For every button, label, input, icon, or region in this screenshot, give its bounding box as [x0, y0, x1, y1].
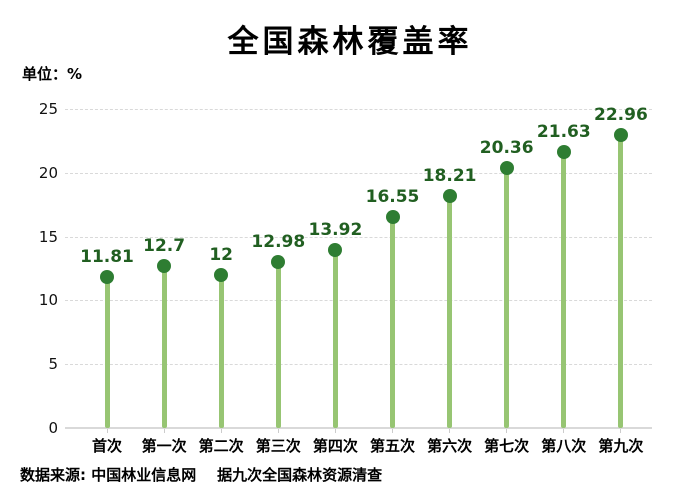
page-title: 全国森林覆盖率: [227, 24, 473, 60]
y-axis-tick-label: 10: [38, 291, 58, 310]
data-label: 13.92: [308, 220, 363, 241]
x-axis-line: [65, 427, 652, 429]
lollipop-dot: [214, 267, 229, 282]
x-axis-tick: [563, 429, 565, 433]
data-label: 12: [209, 244, 234, 265]
lollipop-dot: [499, 161, 514, 176]
data-label: 22.96: [594, 105, 648, 126]
lollipop-dot: [442, 188, 457, 203]
gridline: [65, 300, 652, 302]
lollipop-stem: [332, 250, 338, 428]
x-axis-tick: [106, 429, 108, 433]
lollipop-dot: [556, 145, 571, 159]
x-axis-tick: [334, 429, 336, 433]
x-axis-tick: [163, 429, 165, 433]
x-axis-category-label: 第二次: [198, 437, 244, 455]
data-label: 11.81: [80, 247, 134, 268]
x-axis-tick: [449, 429, 451, 433]
lollipop-stem: [218, 274, 224, 428]
lollipop-stem: [390, 216, 395, 428]
y-axis-tick-label: 15: [38, 227, 58, 246]
lollipop-stem: [275, 262, 281, 428]
x-axis-category-label: 第三次: [255, 437, 301, 455]
x-axis-category-label: 第七次: [484, 437, 530, 455]
x-axis-category-label: 第九次: [598, 437, 644, 455]
x-axis-category-label: 第六次: [427, 437, 473, 455]
lollipop-stem: [561, 152, 567, 428]
y-axis-tick-label: 25: [38, 100, 58, 118]
x-axis-category-label: 首次: [91, 437, 122, 455]
x-axis-category-label: 第八次: [541, 437, 587, 455]
lollipop-stem: [447, 195, 453, 428]
x-axis-tick: [220, 429, 222, 433]
lollipop-stem: [504, 168, 510, 428]
gridline: [65, 109, 652, 110]
lollipop-dot: [385, 209, 400, 224]
data-label: 12.7: [143, 235, 186, 256]
x-axis-category-label: 第五次: [369, 437, 415, 455]
x-axis-tick: [620, 429, 622, 433]
data-label: 21.63: [536, 122, 591, 142]
lollipop-dot: [157, 258, 172, 273]
x-axis-tick: [506, 429, 508, 433]
y-axis-tick-label: 20: [38, 163, 58, 182]
lollipop-stem: [161, 265, 167, 428]
data-source-note: 数据来源: 中国林业信息网 据九次全国森林资源清查: [20, 466, 383, 484]
gridline: [65, 364, 652, 366]
data-label: 18.21: [422, 165, 477, 186]
lollipop-dot: [271, 255, 286, 270]
lollipop-stem: [618, 135, 624, 428]
y-axis-tick-label: 5: [48, 355, 58, 374]
x-axis-category-label: 第四次: [312, 437, 358, 455]
data-label: 20.36: [479, 138, 534, 159]
x-axis-tick: [392, 429, 393, 433]
x-axis-tick: [277, 429, 279, 433]
lollipop-dot: [613, 128, 628, 143]
lollipop-stem: [104, 277, 110, 428]
y-axis-tick-label: 0: [48, 419, 58, 437]
data-label: 16.55: [365, 186, 420, 207]
y-axis-unit-label: 单位：%: [22, 65, 83, 83]
lollipop-dot: [328, 243, 343, 258]
lollipop-dot: [100, 270, 114, 285]
x-axis-category-label: 第一次: [141, 437, 187, 455]
gridline: [65, 236, 652, 238]
gridline: [65, 172, 652, 174]
data-label: 12.98: [251, 232, 306, 253]
